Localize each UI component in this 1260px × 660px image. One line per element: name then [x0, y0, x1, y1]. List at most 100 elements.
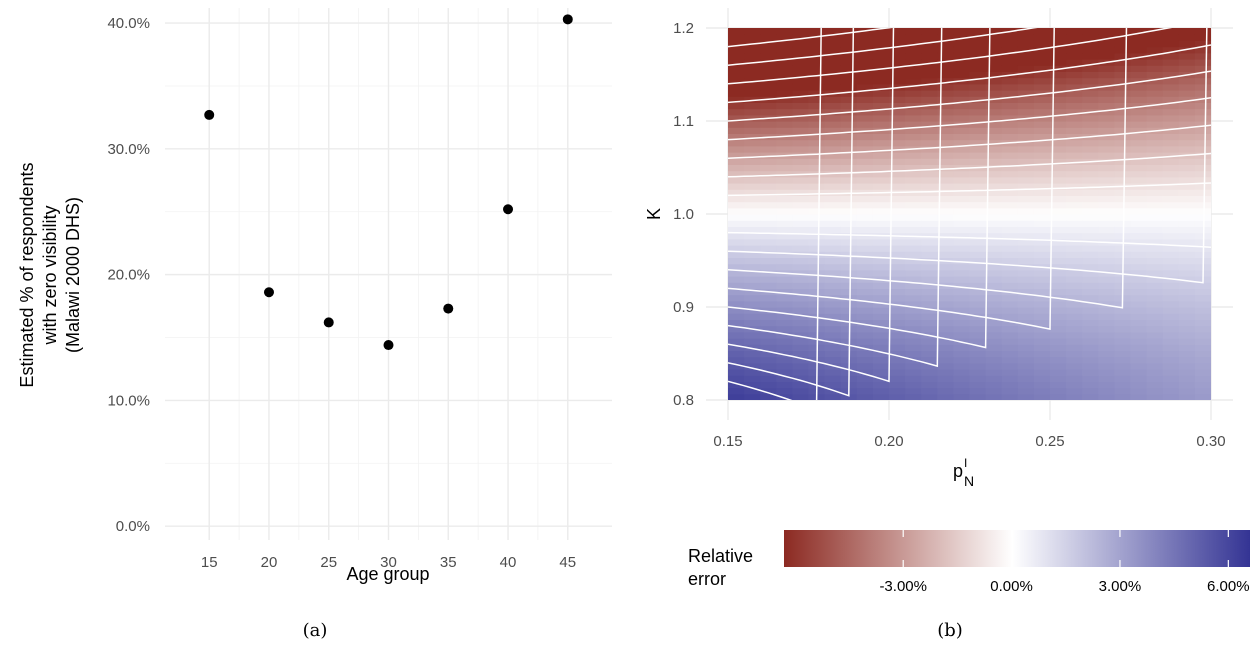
heatmap-cell — [1001, 158, 1019, 165]
heatmap-cell — [1066, 338, 1083, 345]
heatmap-cell — [1082, 338, 1099, 345]
heatmap-cell — [1017, 121, 1035, 128]
heatmap-cell — [1146, 220, 1164, 227]
heatmap-cell — [1098, 226, 1115, 234]
heatmap-cell — [744, 251, 761, 258]
heatmap-cell — [937, 90, 954, 97]
heatmap-cell — [856, 158, 874, 165]
heatmap-cell — [1146, 34, 1164, 41]
heatmap-cell — [1033, 170, 1051, 178]
heatmap-cell — [792, 34, 810, 41]
heatmap-cell — [1033, 331, 1051, 339]
heatmap-cell — [760, 362, 777, 370]
panel-a-x-tick-label: 40 — [500, 554, 517, 571]
heatmap-cell — [808, 102, 826, 110]
heatmap-cell — [872, 102, 890, 110]
heatmap-cell — [1082, 127, 1099, 134]
heatmap-cell — [1162, 77, 1180, 85]
heatmap-cell — [824, 46, 842, 54]
heatmap-cell — [953, 59, 971, 66]
heatmap-cell — [953, 387, 971, 395]
heatmap-cell — [856, 40, 874, 48]
heatmap-cell — [1050, 195, 1067, 203]
heatmap-cell — [872, 251, 890, 258]
heatmap-cell — [953, 325, 971, 333]
heatmap-cell — [969, 158, 987, 165]
heatmap-cell — [744, 189, 761, 196]
heatmap-cell — [1001, 102, 1019, 110]
heatmap-cell — [1017, 362, 1035, 370]
heatmap-cell — [1114, 362, 1132, 370]
heatmap-cell — [1114, 189, 1132, 196]
heatmap-cell — [921, 232, 938, 240]
heatmap-cell — [905, 362, 922, 370]
heatmap-cell — [1162, 263, 1180, 271]
heatmap-cell — [728, 83, 745, 91]
heatmap-cell — [1130, 220, 1148, 227]
heatmap-cell — [760, 350, 777, 358]
heatmap-cell — [1146, 195, 1164, 203]
heatmap-cell — [1146, 28, 1164, 35]
heatmap-cell — [889, 52, 906, 60]
heatmap-cell — [856, 83, 874, 91]
panel-b-y-tick-label: 1.0 — [673, 206, 694, 223]
panel-a-points — [204, 14, 573, 351]
heatmap-cell — [889, 344, 906, 351]
heatmap-cell — [889, 108, 906, 116]
heatmap-cell — [1178, 263, 1196, 271]
heatmap-cell — [985, 220, 1003, 227]
heatmap-cell — [1162, 96, 1180, 103]
heatmap-cell — [808, 220, 826, 227]
heatmap-cell — [824, 369, 842, 376]
heatmap-cell — [856, 34, 874, 41]
heatmap-cell — [840, 251, 858, 258]
panel-a-x-axis-label: Age group — [346, 564, 429, 584]
heatmap-cell — [760, 65, 777, 72]
heatmap-cell — [1178, 108, 1196, 116]
heatmap-cell — [953, 276, 971, 283]
heatmap-cell — [1162, 183, 1180, 190]
heatmap-cell — [1050, 319, 1067, 327]
heatmap-cell — [1017, 375, 1035, 382]
heatmap-cell — [921, 108, 938, 116]
heatmap-cell — [921, 387, 938, 395]
heatmap-cell — [760, 195, 777, 203]
heatmap-cell — [921, 52, 938, 60]
heatmap-cell — [1114, 344, 1132, 351]
heatmap-cell — [953, 381, 971, 389]
heatmap-cell — [808, 114, 826, 122]
heatmap-cell — [921, 176, 938, 184]
heatmap-cell — [840, 139, 858, 147]
heatmap-cell — [1146, 313, 1164, 320]
heatmap-cell — [760, 71, 777, 79]
heatmap-cell — [1130, 133, 1148, 141]
heatmap-cell — [1082, 65, 1099, 72]
heatmap-cell — [1146, 183, 1164, 190]
heatmap-cell — [1194, 176, 1211, 184]
heatmap-cell — [1114, 313, 1132, 320]
heatmap-cell — [856, 232, 874, 240]
heatmap-cell — [921, 344, 938, 351]
heatmap-cell — [776, 127, 793, 134]
heatmap-cell — [1130, 96, 1148, 103]
heatmap-cell — [1098, 52, 1115, 60]
heatmap-cell — [1017, 183, 1035, 190]
heatmap-cell — [953, 319, 971, 327]
heatmap-cell — [728, 207, 745, 215]
heatmap-cell — [840, 90, 858, 97]
heatmap-cell — [1162, 189, 1180, 196]
heatmap-cell — [744, 102, 761, 110]
contour-line — [728, 231, 1211, 248]
heatmap-cell — [824, 276, 842, 283]
heatmap-cell — [1033, 176, 1051, 184]
heatmap-cell — [808, 28, 826, 35]
heatmap-cell — [1001, 338, 1019, 345]
heatmap-cell — [1082, 313, 1099, 320]
heatmap-cell — [1066, 195, 1083, 203]
heatmap-cell — [1066, 170, 1083, 178]
heatmap-cell — [1178, 34, 1196, 41]
heatmap-cell — [1082, 294, 1099, 302]
heatmap-cell — [776, 319, 793, 327]
heatmap-cell — [889, 46, 906, 54]
heatmap-cell — [824, 350, 842, 358]
